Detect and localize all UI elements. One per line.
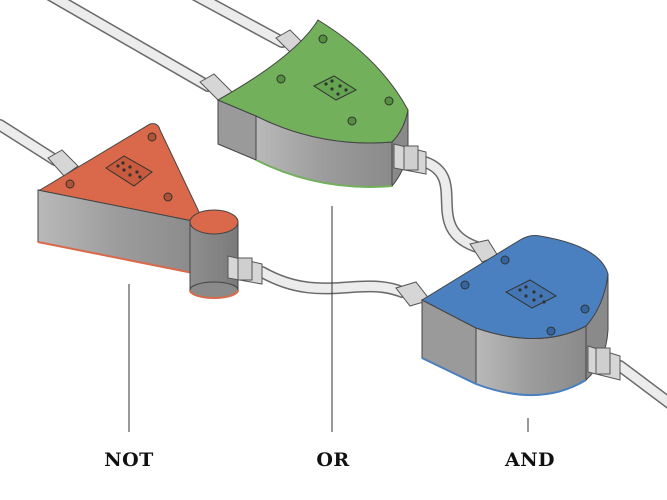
tube-not-input (0, 119, 61, 166)
tube-and-output (614, 360, 667, 409)
label-not: NOT (104, 449, 154, 471)
or-output-connector (393, 143, 427, 175)
screw-hole (163, 192, 173, 202)
not-input-connector (47, 149, 79, 177)
tube-not-to-and (256, 266, 408, 298)
or-gate-top (216, 19, 409, 144)
tube-or-input-b (191, 0, 288, 48)
not-output-connector (227, 255, 263, 285)
not-braille-plate (105, 155, 153, 187)
screw-hole (276, 74, 286, 84)
screw-hole (460, 280, 470, 290)
tube-or-to-and (419, 156, 486, 254)
screw-hole (384, 96, 394, 106)
screw-hole (500, 255, 510, 265)
and-braille-plate (504, 279, 558, 309)
screw-hole (65, 179, 75, 189)
tubes (0, 0, 667, 409)
tube-or-input-a (46, 0, 214, 92)
not-gate (37, 123, 263, 299)
screw-hole (347, 116, 357, 126)
and-output-connector (587, 345, 621, 381)
or-gate (199, 19, 427, 188)
screw-hole (318, 34, 328, 44)
screw-hole (147, 132, 157, 142)
and-gate (395, 235, 621, 397)
or-braille-plate (312, 75, 358, 101)
label-and: AND (504, 449, 556, 471)
screw-hole (546, 326, 556, 336)
screw-hole (580, 304, 590, 314)
leader-lines (128, 206, 529, 432)
label-or: OR (316, 449, 350, 471)
